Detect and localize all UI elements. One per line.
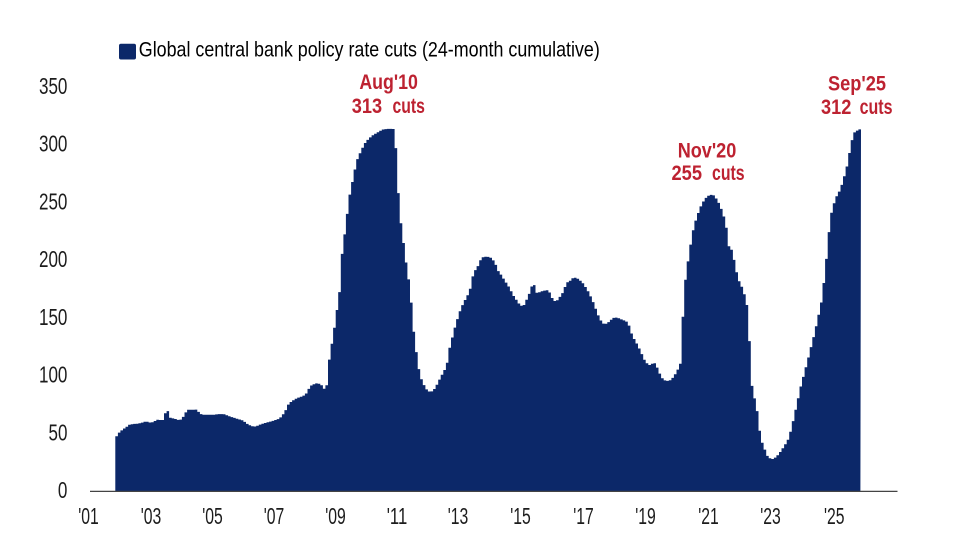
svg-text:Sep'25: Sep'25 [828,71,886,95]
svg-text:255: 255 [672,161,703,185]
svg-text:'21: '21 [698,503,719,529]
svg-text:'01: '01 [78,503,99,529]
svg-text:cuts: cuts [393,94,425,118]
svg-text:350: 350 [39,73,67,99]
svg-text:cuts: cuts [860,95,893,119]
svg-text:300: 300 [39,131,67,157]
svg-text:Nov'20: Nov'20 [678,139,737,163]
svg-text:'03: '03 [141,503,162,529]
svg-text:Global central bank policy rat: Global central bank policy rate cuts (24… [139,39,600,62]
svg-text:312: 312 [821,95,851,119]
svg-text:'25: '25 [824,503,845,529]
svg-text:0: 0 [58,477,68,503]
svg-text:200: 200 [39,246,67,272]
svg-text:50: 50 [49,419,68,445]
svg-text:'11: '11 [387,503,408,529]
svg-text:150: 150 [39,304,67,330]
svg-text:cuts: cuts [712,161,745,185]
svg-text:'07: '07 [264,503,285,529]
svg-text:313: 313 [352,94,382,118]
svg-text:100: 100 [39,362,67,388]
svg-text:'15: '15 [510,503,531,529]
svg-text:Aug'10: Aug'10 [359,70,418,94]
svg-text:'09: '09 [325,503,346,529]
svg-text:'23: '23 [760,503,781,529]
svg-text:'05: '05 [202,503,223,529]
svg-text:250: 250 [39,188,67,214]
svg-text:'13: '13 [448,503,469,529]
svg-text:'17: '17 [573,503,594,529]
svg-text:'19: '19 [635,503,656,529]
